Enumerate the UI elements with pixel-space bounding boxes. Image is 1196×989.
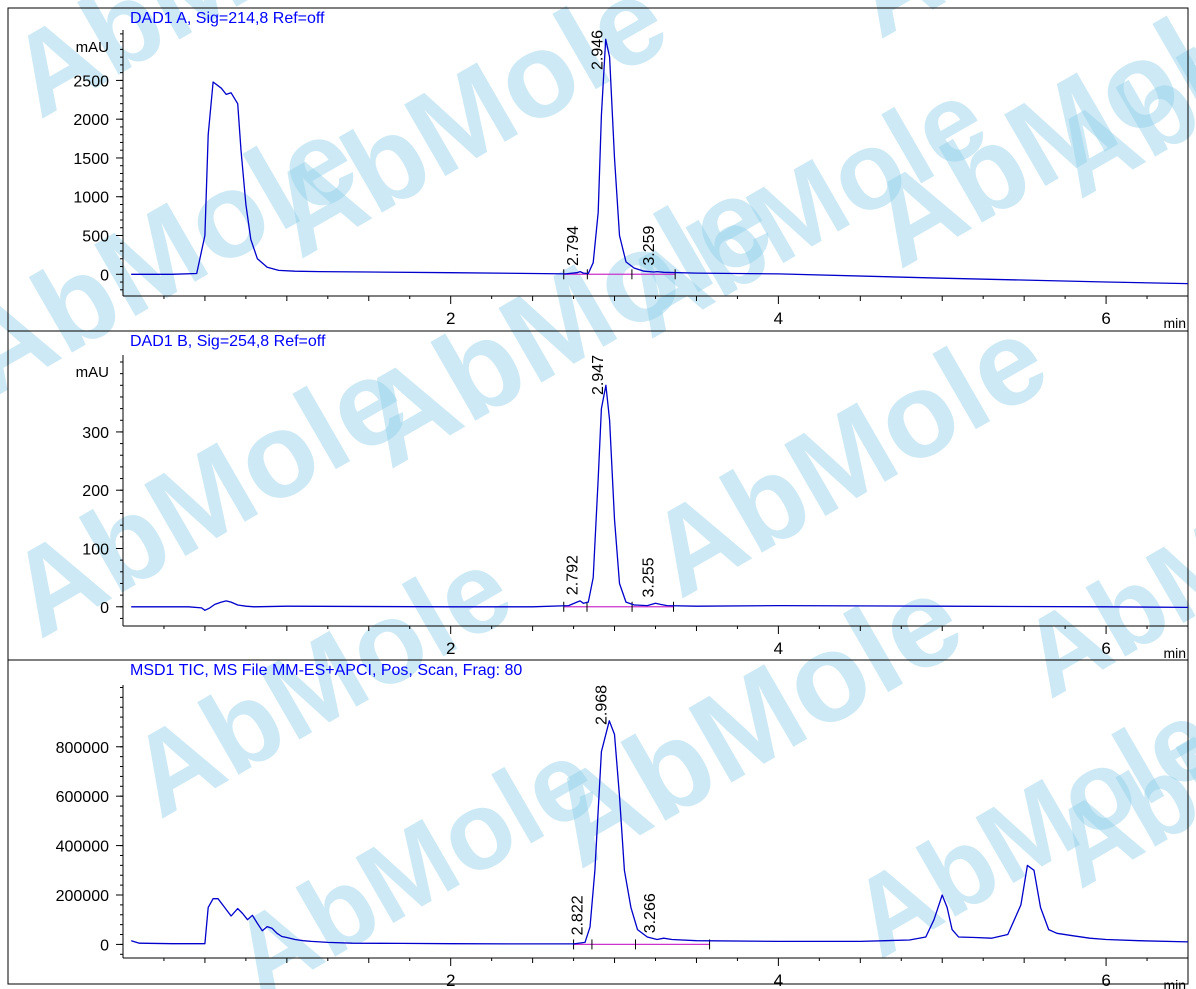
x-tick-label: 6 <box>1101 309 1110 328</box>
x-axis-unit-label: min <box>1163 315 1186 331</box>
peak-label: 3.266 <box>642 893 659 933</box>
y-tick-label: 2000 <box>73 112 109 129</box>
y-tick-label: 1500 <box>73 151 109 168</box>
y-axis-label: mAU <box>76 364 109 381</box>
y-axis-label: mAU <box>76 39 109 56</box>
y-tick-label: 200000 <box>56 888 109 905</box>
y-tick-label: 800000 <box>56 740 109 757</box>
y-tick-label: 1000 <box>73 190 109 207</box>
peak-label: 2.968 <box>593 685 610 725</box>
panels-layer: DAD1 A, Sig=214,8 Ref=off050010001500200… <box>7 7 1189 989</box>
x-tick-label: 6 <box>1101 971 1110 989</box>
peak-label: 2.822 <box>569 895 586 935</box>
y-tick-label: 100 <box>82 541 109 558</box>
signal-trace <box>131 720 1189 945</box>
y-tick-label: 0 <box>100 937 109 954</box>
y-tick-label: 500 <box>82 229 109 246</box>
panel-title: DAD1 A, Sig=214,8 Ref=off <box>130 10 325 27</box>
peak-label: 3.259 <box>641 225 658 265</box>
x-tick-label: 2 <box>446 971 455 989</box>
y-tick-label: 2500 <box>73 73 109 90</box>
x-axis-unit-label: min <box>1163 645 1186 661</box>
peak-label: 2.947 <box>590 355 607 395</box>
x-tick-label: 4 <box>774 639 783 658</box>
peak-label: 2.792 <box>564 555 581 595</box>
x-axis-unit-label: min <box>1163 977 1186 989</box>
y-tick-label: 200 <box>82 483 109 500</box>
x-tick-label: 2 <box>446 639 455 658</box>
panel-frame <box>7 659 1189 985</box>
x-tick-label: 4 <box>774 309 783 328</box>
chart-panel: MSD1 TIC, MS File MM-ES+APCI, Pos, Scan,… <box>7 659 1189 989</box>
chart-panel: DAD1 A, Sig=214,8 Ref=off 0 500 1000 1500 200… <box>7 7 1189 332</box>
y-tick-label: 0 <box>100 267 109 284</box>
panel-title: DAD1 B, Sig=254,8 Ref=off <box>130 333 326 350</box>
y-tick-label: 300 <box>82 425 109 442</box>
y-tick-label: 0 <box>100 600 109 617</box>
signal-trace <box>131 384 1189 611</box>
watermark-text: AbMole <box>1001 416 1196 721</box>
y-tick-label: 600000 <box>56 789 109 806</box>
panel-title: MSD1 TIC, MS File MM-ES+APCI, Pos, Scan,… <box>130 662 522 679</box>
x-tick-label: 6 <box>1101 639 1110 658</box>
y-tick-label: 400000 <box>56 839 109 856</box>
x-tick-label: 2 <box>446 309 455 328</box>
peak-label: 2.946 <box>590 30 607 70</box>
x-tick-label: 4 <box>774 971 783 989</box>
signal-trace <box>131 38 1189 285</box>
peak-label: 3.255 <box>640 557 657 597</box>
peak-label: 2.794 <box>565 226 582 266</box>
